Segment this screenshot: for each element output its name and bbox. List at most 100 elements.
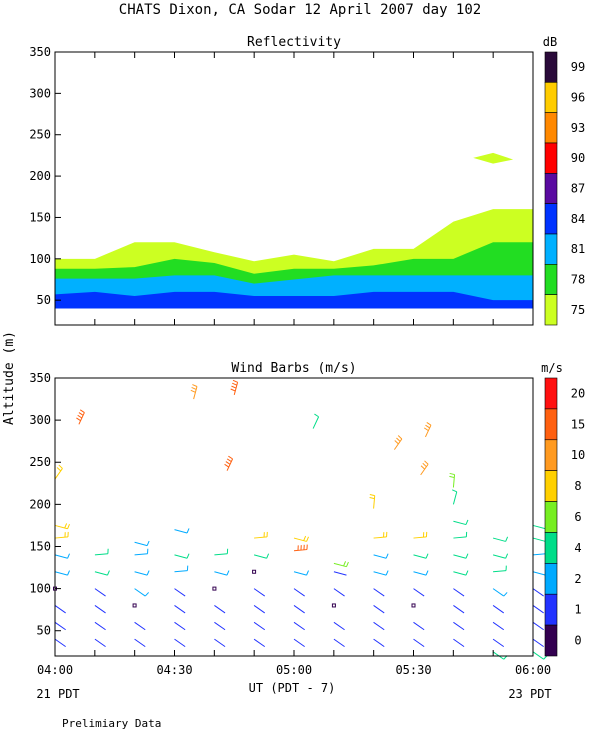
wind-barb	[54, 523, 70, 530]
wind-barb	[373, 605, 385, 614]
reflectivity-colorbar-label: 99	[571, 60, 585, 74]
reflectivity-colorbar-swatch	[544, 203, 558, 235]
reflectivity-patch-0	[473, 152, 514, 164]
left-pdt-label: 21 PDT	[36, 687, 79, 701]
reflectivity-ytick-label-350: 350	[29, 45, 51, 59]
wind-barb	[333, 621, 345, 631]
reflectivity-ytick-label-50: 50	[37, 293, 51, 307]
wind-barb	[453, 605, 465, 614]
wind-barb	[293, 570, 309, 576]
wind-barb	[224, 455, 234, 471]
wind-barb	[293, 588, 305, 597]
wind-barbs-y-axis: 50 100 150 200 250 300 350	[29, 371, 61, 638]
wind-barb	[94, 621, 106, 631]
x-tick-label: 05:30	[395, 663, 431, 677]
wind-barb	[413, 570, 429, 576]
reflectivity-ytick-label-150: 150	[29, 210, 51, 224]
wind-barb	[253, 605, 266, 614]
wind-barb	[373, 638, 385, 648]
wind-barb	[453, 553, 469, 559]
reflectivity-panel: 50 100 150 200 250 300 350	[29, 45, 534, 326]
wind-ytick-label-200: 200	[29, 497, 51, 511]
wind-barb	[54, 464, 63, 480]
wind-barb	[214, 570, 230, 576]
wind-barb	[373, 621, 385, 631]
wind-barb	[94, 570, 110, 576]
wind-barb	[134, 548, 149, 556]
figure-title: CHATS Dixon, CA Sodar 12 April 2007 day …	[119, 2, 481, 18]
wind-barb	[293, 621, 305, 631]
wind-barb	[293, 535, 309, 542]
wind-barb	[493, 565, 507, 573]
wind-barb	[373, 570, 389, 576]
y-axis-label: Altitude (m)	[2, 331, 17, 425]
wind-barb	[492, 553, 509, 559]
reflectivity-colorbar-label: 93	[571, 121, 585, 135]
wind-barb	[312, 413, 320, 429]
wind-barb	[253, 621, 266, 631]
wind-colorbar-label: 8	[574, 479, 581, 493]
wind-barbs	[53, 379, 548, 660]
wind-barb	[413, 553, 429, 559]
wind-ytick-label-100: 100	[29, 582, 51, 596]
wind-barb	[54, 531, 69, 539]
reflectivity-fill	[55, 152, 533, 309]
wind-barb	[134, 570, 150, 576]
wind-barb	[423, 422, 432, 438]
wind-barbs-title: Wind Barbs (m/s)	[231, 361, 356, 376]
wind-barb	[253, 588, 266, 597]
wind-barb-calm	[331, 603, 336, 608]
wind-barb	[333, 561, 349, 568]
wind-barb	[451, 489, 458, 505]
wind-barb	[532, 605, 544, 614]
reflectivity-colorbar-label: 87	[571, 182, 585, 196]
wind-barb	[492, 638, 505, 648]
wind-barb	[393, 435, 403, 450]
wind-colorbar-swatch	[544, 408, 558, 441]
wind-ytick-label-300: 300	[29, 413, 51, 427]
wind-barb	[214, 621, 226, 631]
wind-barb-calm	[132, 603, 137, 608]
wind-barbs-panel: 50 100 150 200 250 300 350	[29, 371, 548, 660]
wind-barb	[253, 553, 270, 559]
wind-barb	[453, 621, 465, 631]
reflectivity-colorbar-label: 81	[571, 242, 585, 256]
wind-colorbar-label: 4	[574, 541, 581, 555]
wind-barb	[413, 531, 428, 539]
reflectivity-colorbar-label: 90	[571, 151, 585, 165]
wind-barbs-frame	[54, 377, 534, 657]
wind-barb	[333, 571, 347, 576]
wind-barb	[134, 621, 146, 631]
wind-barb	[453, 519, 469, 526]
wind-colorbar-swatch	[544, 532, 558, 564]
reflectivity-title: Reflectivity	[247, 35, 341, 50]
wind-barb	[333, 638, 345, 648]
wind-colorbar-label: 15	[571, 417, 585, 431]
wind-barb	[492, 588, 508, 597]
wind-barb	[76, 409, 85, 425]
wind-barb	[174, 528, 190, 534]
wind-barb-calm	[212, 586, 217, 591]
reflectivity-colorbar-label: 78	[571, 273, 585, 287]
x-tick-label: 05:00	[276, 663, 312, 677]
reflectivity-ytick-label-250: 250	[29, 128, 51, 142]
wind-barb	[54, 553, 70, 559]
wind-barb	[253, 638, 266, 648]
reflectivity-colorbar-swatch	[544, 82, 558, 113]
wind-ytick-label-50: 50	[37, 624, 51, 638]
wind-barb	[532, 548, 547, 556]
wind-barb	[134, 588, 150, 597]
wind-barb	[492, 536, 509, 542]
wind-colorbar-swatch	[544, 563, 558, 595]
wind-colorbar-swatch	[544, 439, 558, 471]
reflectivity-colorbar-swatch	[544, 233, 558, 265]
wind-barb	[453, 638, 465, 648]
wind-barb	[492, 605, 505, 614]
wind-colorbar-label: 6	[574, 510, 581, 524]
wind-barb	[420, 460, 429, 476]
wind-barb	[174, 588, 186, 597]
wind-barb	[214, 548, 229, 556]
wind-barb-calm	[411, 603, 416, 608]
reflectivity-layer-3	[55, 291, 533, 309]
